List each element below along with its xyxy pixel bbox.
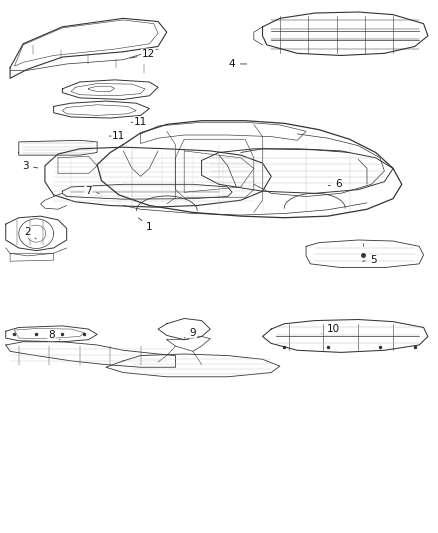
Text: 4: 4 [229,59,247,69]
Text: 10: 10 [321,324,339,334]
Text: 6: 6 [328,179,342,189]
Text: 3: 3 [22,161,38,171]
Text: 5: 5 [363,255,377,265]
Text: 12: 12 [131,50,155,59]
Text: 11: 11 [131,117,147,127]
Text: 8: 8 [48,330,60,341]
Text: 9: 9 [184,328,196,338]
Text: 1: 1 [138,218,153,232]
Text: 11: 11 [110,131,126,141]
Text: 7: 7 [85,186,99,196]
Text: 2: 2 [24,227,36,239]
